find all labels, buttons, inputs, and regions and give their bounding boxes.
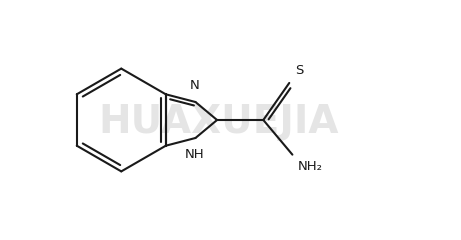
Text: NH: NH [185, 148, 204, 161]
Text: N: N [189, 79, 199, 92]
Text: NH₂: NH₂ [297, 160, 322, 173]
Text: HUAXUEJIA: HUAXUEJIA [98, 103, 338, 141]
Text: S: S [295, 64, 303, 77]
